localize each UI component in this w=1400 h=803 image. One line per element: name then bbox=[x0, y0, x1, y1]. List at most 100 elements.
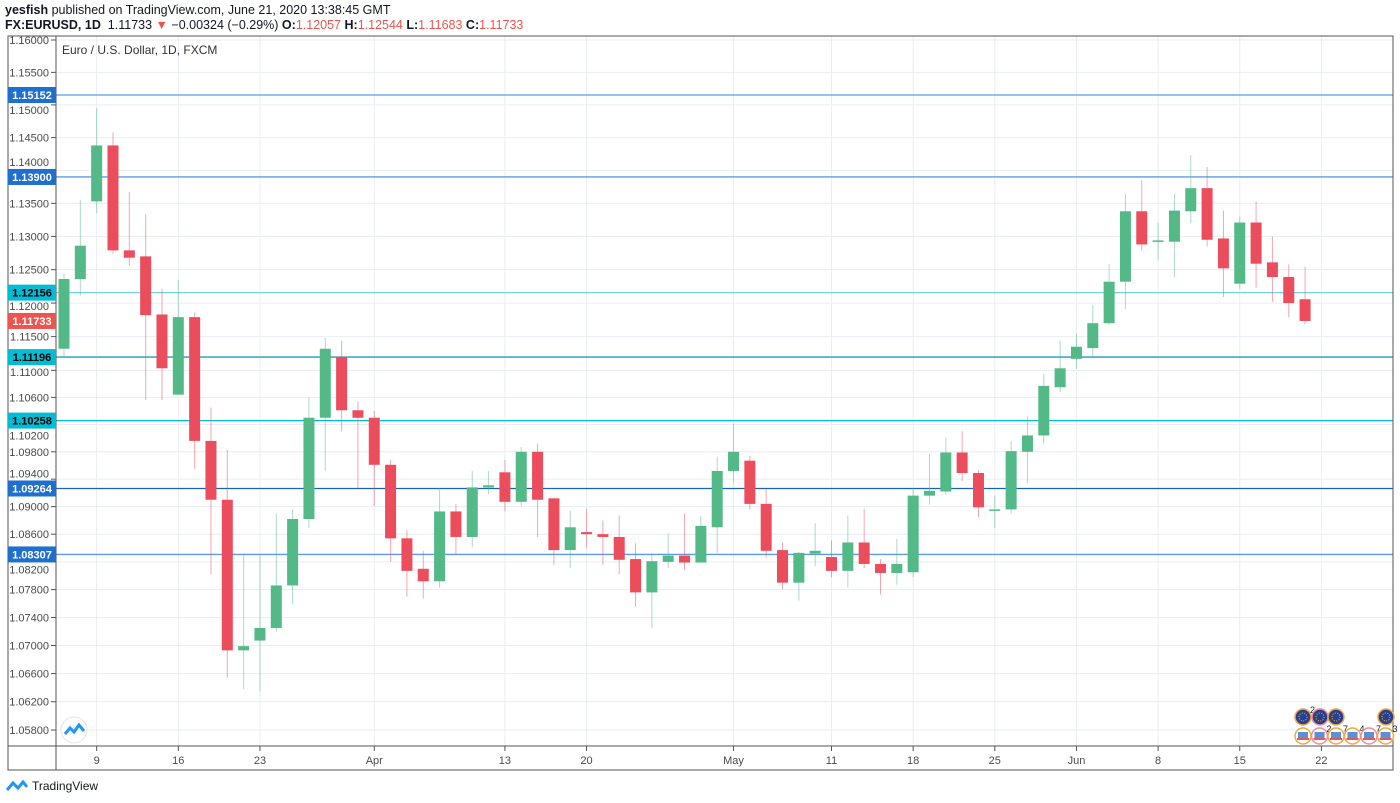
candle-down bbox=[189, 312, 201, 469]
candle-up bbox=[1005, 440, 1017, 514]
candle-down bbox=[107, 132, 119, 254]
candle-down bbox=[956, 431, 968, 482]
candle-body bbox=[1234, 222, 1246, 284]
candle-down bbox=[336, 340, 348, 432]
us-event-icon: 3 bbox=[1376, 724, 1398, 745]
price-axis[interactable]: 1.16000 1.15500 1.15000 1.14500 1.14000 1.135… bbox=[9, 35, 56, 737]
candle-body bbox=[1185, 188, 1197, 212]
candle-body bbox=[107, 145, 119, 251]
eu-event-icon bbox=[1327, 708, 1345, 726]
candle-down bbox=[221, 449, 233, 678]
candle-body bbox=[1038, 385, 1050, 436]
candle-body bbox=[1005, 451, 1017, 510]
candle-down bbox=[532, 443, 544, 537]
x-tick-label: 9 bbox=[94, 755, 100, 767]
last-price: 1.11733 bbox=[107, 18, 153, 32]
time-axis[interactable]: 9 16 23 Apr 13 20 May 11 18 25 Jun 8 15 22 bbox=[94, 746, 1328, 767]
level-price-label: 1.09264 bbox=[12, 483, 53, 495]
economic-events[interactable]: 2 2 7 4 7 3 bbox=[1294, 705, 1398, 745]
flag-stars bbox=[1315, 712, 1325, 722]
candle-body bbox=[1152, 240, 1164, 242]
candle-up bbox=[1021, 416, 1033, 484]
x-tick-label: 16 bbox=[172, 755, 184, 767]
flag-red bbox=[1313, 738, 1326, 740]
candle-body bbox=[548, 498, 560, 551]
candle-body bbox=[711, 470, 723, 528]
y-tick-label: 1.12500 bbox=[9, 265, 49, 277]
eu-event-icon bbox=[1377, 708, 1395, 726]
candle-down bbox=[1201, 167, 1213, 247]
candle-down bbox=[630, 543, 642, 608]
candle-down bbox=[1136, 180, 1148, 251]
candle-up bbox=[1070, 333, 1082, 369]
flag-red bbox=[1330, 738, 1342, 740]
candle-up bbox=[564, 510, 576, 569]
candle-up bbox=[711, 456, 723, 553]
y-tick-label: 1.07400 bbox=[9, 612, 49, 624]
symbol-info: FX:EURUSD, 1D 1.11733 ▼ −0.00324 (−0.29%… bbox=[5, 18, 523, 32]
candle-body bbox=[646, 561, 658, 593]
y-tick-label: 1.06200 bbox=[9, 697, 49, 709]
level-price-label-bg bbox=[8, 412, 56, 429]
y-tick-label: 1.15000 bbox=[9, 105, 49, 117]
candle-body bbox=[287, 519, 299, 586]
level-labels: 1.15152 1.13900 1.12156 1.11196 1.10258 1.092… bbox=[8, 87, 56, 563]
level-price-label-bg bbox=[8, 168, 56, 185]
candle-up bbox=[287, 509, 299, 605]
candle-body bbox=[744, 460, 756, 504]
footer-brand[interactable]: TradingView bbox=[32, 779, 99, 793]
candle-down bbox=[205, 407, 217, 575]
flag-red bbox=[1346, 738, 1359, 740]
y-tick-label: 1.09800 bbox=[9, 447, 49, 459]
candle-up bbox=[940, 437, 952, 495]
candle-up bbox=[319, 337, 331, 471]
x-tick-label: 15 bbox=[1234, 755, 1246, 767]
candle-down bbox=[352, 401, 364, 490]
chart-frame bbox=[7, 35, 1394, 771]
level-price-label-bg bbox=[8, 480, 56, 497]
candle-body bbox=[989, 509, 1001, 511]
x-tick-label: Apr bbox=[366, 755, 383, 767]
y-tick-label: 1.10200 bbox=[9, 431, 49, 443]
level-price-label-bg bbox=[8, 87, 56, 104]
candle-body bbox=[1021, 435, 1033, 452]
open-value: 1.12057 bbox=[295, 18, 341, 32]
event-flag bbox=[1311, 708, 1329, 726]
author-name[interactable]: yesfish bbox=[5, 3, 49, 17]
candle-body bbox=[434, 511, 446, 582]
y-tick-label: 1.09000 bbox=[9, 502, 49, 514]
candle-body bbox=[532, 451, 544, 500]
flag-red bbox=[1297, 738, 1309, 740]
flag-stripes bbox=[1380, 732, 1391, 738]
level-price-label-bg bbox=[8, 546, 56, 563]
us-event-icon bbox=[1294, 727, 1312, 745]
candle-down bbox=[450, 503, 462, 555]
candle-up bbox=[793, 552, 805, 601]
tradingview-logo-button[interactable] bbox=[60, 716, 88, 744]
candle-body bbox=[156, 314, 168, 369]
candle-up bbox=[662, 533, 674, 569]
candle-body bbox=[172, 317, 184, 395]
candle-down bbox=[1299, 266, 1311, 325]
event-flag bbox=[1377, 708, 1395, 726]
candle-body bbox=[254, 627, 266, 641]
y-tick-label: 1.08600 bbox=[9, 529, 49, 541]
candle-body bbox=[842, 542, 854, 571]
candle-body bbox=[319, 348, 331, 418]
candle-body bbox=[679, 555, 691, 563]
y-tick-label: 1.11500 bbox=[10, 332, 49, 344]
candle-body bbox=[793, 552, 805, 583]
high-label: H: bbox=[344, 18, 358, 32]
candle-up bbox=[1168, 194, 1180, 278]
candle-up bbox=[1054, 340, 1066, 392]
candle-down bbox=[385, 460, 397, 562]
down-arrow-icon: ▼ bbox=[155, 18, 168, 32]
candle-body bbox=[336, 356, 348, 411]
candle-body bbox=[238, 646, 250, 651]
last-price-label: 1.11733 bbox=[12, 316, 51, 328]
candle-body bbox=[352, 410, 364, 418]
candle-down bbox=[417, 550, 429, 599]
candle-down bbox=[613, 515, 625, 575]
candle-body bbox=[303, 417, 315, 520]
